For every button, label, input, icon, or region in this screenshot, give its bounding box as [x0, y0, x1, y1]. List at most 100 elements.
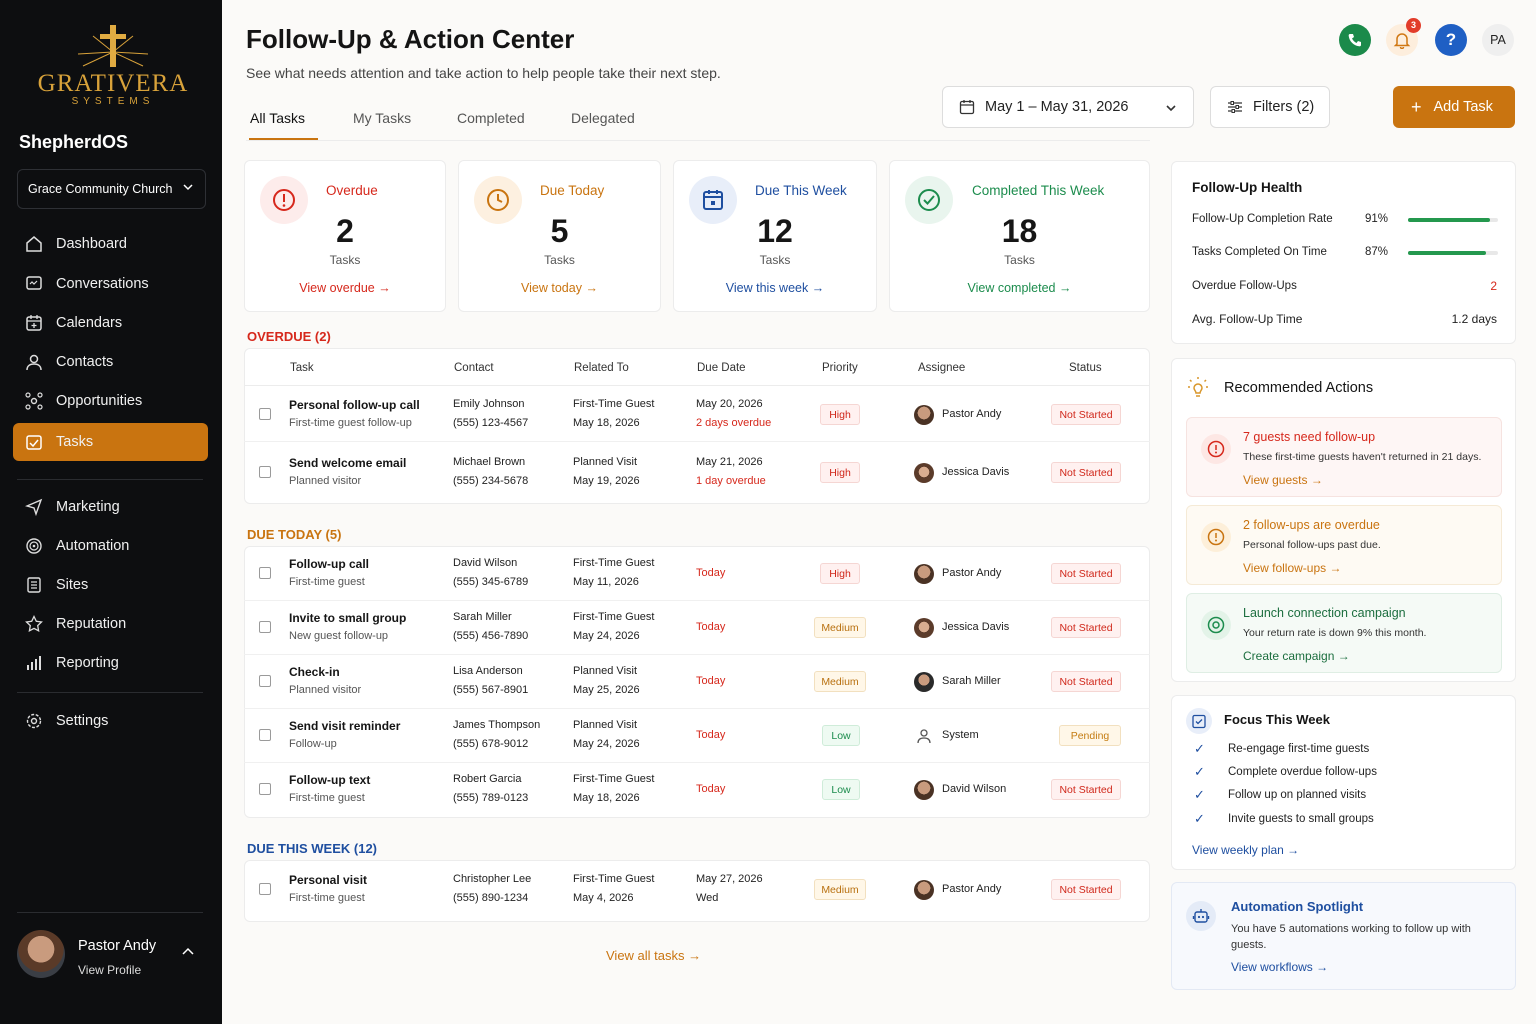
filters-button[interactable]: Filters (2) — [1210, 86, 1330, 128]
table-row[interactable]: Personal visit First-time guest Christop… — [244, 863, 1150, 917]
table-row[interactable]: Follow-up call First-time guest David Wi… — [244, 547, 1150, 601]
column-header-assignee[interactable]: Assignee — [918, 362, 966, 374]
column-header-priority[interactable]: Priority — [822, 362, 858, 374]
contact-name[interactable]: Michael Brown — [453, 456, 526, 468]
status-badge[interactable]: Not Started — [1051, 462, 1121, 483]
nav-contacts[interactable]: Contacts — [13, 343, 208, 381]
logo[interactable]: GRATIVERA SYSTEMS — [28, 22, 198, 112]
cross-logo-icon — [77, 25, 149, 67]
date-range-picker[interactable]: May 1 – May 31, 2026 — [942, 86, 1194, 128]
church-selector[interactable]: Grace Community Church — [17, 169, 206, 209]
view-today-link[interactable]: View today → — [459, 281, 660, 295]
view-completed-link[interactable]: View completed → — [890, 281, 1149, 295]
nav-marketing[interactable]: Marketing — [13, 488, 208, 526]
table-row[interactable]: Invite to small group New guest follow-u… — [244, 601, 1150, 655]
contact-name[interactable]: Christopher Lee — [453, 873, 532, 885]
status-badge[interactable]: Not Started — [1051, 617, 1121, 638]
view-guests-link[interactable]: View guests → — [1243, 473, 1323, 487]
nav-sites[interactable]: Sites — [13, 566, 208, 604]
bar-chart-icon — [24, 653, 44, 673]
view-weekly-plan-link[interactable]: View weekly plan → — [1192, 843, 1299, 857]
automation-spotlight-card: Automation Spotlight You have 5 automati… — [1171, 882, 1516, 990]
view-profile-link[interactable]: View Profile — [78, 963, 142, 977]
contact-name[interactable]: Emily Johnson — [453, 398, 525, 410]
related-date: May 18, 2026 — [573, 417, 640, 429]
stat-card-overdue[interactable]: Overdue 2 Tasks View overdue → — [244, 160, 446, 312]
row-checkbox[interactable] — [259, 621, 271, 633]
nav-settings[interactable]: Settings — [13, 702, 208, 740]
recommendation-item[interactable]: 7 guests need follow-up These first-time… — [1186, 417, 1502, 497]
table-row[interactable]: Follow-up text First-time guest Robert G… — [244, 763, 1150, 817]
column-header-status[interactable]: Status — [1069, 362, 1102, 374]
view-overdue-link[interactable]: View overdue → — [245, 281, 445, 295]
stat-card-due-today[interactable]: Due Today 5 Tasks View today → — [458, 160, 661, 312]
status-badge[interactable]: Not Started — [1051, 563, 1121, 584]
view-follow-ups-link[interactable]: View follow-ups → — [1243, 561, 1342, 575]
section-label-due-today: DUE TODAY (5) — [247, 527, 342, 542]
nav-tasks[interactable]: Tasks — [13, 423, 208, 461]
status-badge[interactable]: Not Started — [1051, 404, 1121, 425]
view-this-week-link[interactable]: View this week → — [674, 281, 876, 295]
row-checkbox[interactable] — [259, 783, 271, 795]
column-header-related[interactable]: Related To — [574, 362, 629, 374]
stat-card-completed[interactable]: Completed This Week 18 Tasks View comple… — [889, 160, 1150, 312]
phone-icon[interactable] — [1339, 24, 1371, 56]
row-checkbox[interactable] — [259, 408, 271, 420]
column-header-due-date[interactable]: Due Date — [697, 362, 746, 374]
nav-conversations[interactable]: Conversations — [13, 265, 208, 303]
tab-my-tasks[interactable]: My Tasks — [353, 110, 412, 126]
task-subtitle: New guest follow-up — [289, 630, 389, 642]
row-checkbox[interactable] — [259, 883, 271, 895]
status-badge[interactable]: Not Started — [1051, 671, 1121, 692]
recommendation-item[interactable]: 2 follow-ups are overdue Personal follow… — [1186, 505, 1502, 585]
status-badge[interactable]: Not Started — [1051, 779, 1121, 800]
nav-dashboard[interactable]: Dashboard — [13, 225, 208, 263]
avatar — [914, 564, 934, 584]
column-header-task[interactable]: Task — [290, 362, 314, 374]
view-all-tasks-link[interactable]: View all tasks → — [606, 948, 701, 963]
tab-completed[interactable]: Completed — [457, 110, 525, 126]
status-badge[interactable]: Pending — [1059, 725, 1121, 746]
nav-calendars[interactable]: Calendars — [13, 304, 208, 342]
arrow-right-icon: → — [811, 281, 825, 295]
column-header-contact[interactable]: Contact — [454, 362, 494, 374]
contact-phone: (555) 567-8901 — [453, 684, 529, 696]
profile-card[interactable]: Pastor Andy View Profile — [17, 928, 207, 984]
table-row[interactable]: Check-in Planned visitor Lisa Anderson (… — [244, 655, 1150, 709]
related-to: Planned Visit — [573, 719, 638, 731]
row-checkbox[interactable] — [259, 675, 271, 687]
recommendation-item[interactable]: Launch connection campaign Your return r… — [1186, 593, 1502, 673]
row-checkbox[interactable] — [259, 567, 271, 579]
related-date: May 4, 2026 — [573, 892, 634, 904]
contact-name[interactable]: James Thompson — [453, 719, 541, 731]
contact-name[interactable]: David Wilson — [453, 557, 518, 569]
nav-reputation[interactable]: Reputation — [13, 605, 208, 643]
create-campaign-link[interactable]: Create campaign → — [1243, 649, 1350, 663]
contact-name[interactable]: Robert Garcia — [453, 773, 522, 785]
row-checkbox[interactable] — [259, 729, 271, 741]
table-row[interactable]: Personal follow-up call First-time guest… — [244, 388, 1150, 442]
help-icon[interactable]: ? — [1435, 24, 1467, 56]
card-title: Focus This Week — [1224, 712, 1330, 727]
view-workflows-link[interactable]: View workflows → — [1231, 960, 1328, 974]
nav-reporting[interactable]: Reporting — [13, 644, 208, 682]
contact-name[interactable]: Sarah Miller — [453, 611, 512, 623]
tab-all-tasks[interactable]: All Tasks — [250, 110, 305, 126]
related-to: Planned Visit — [573, 665, 638, 677]
table-row[interactable]: Send visit reminder Follow-up James Thom… — [244, 709, 1150, 763]
date-range-label: May 1 – May 31, 2026 — [985, 99, 1129, 115]
nav-automation[interactable]: Automation — [13, 527, 208, 565]
chevron-up-icon[interactable] — [182, 946, 194, 961]
add-task-button[interactable]: + Add Task — [1393, 86, 1515, 128]
table-row[interactable]: Send welcome email Planned visitor Micha… — [244, 446, 1150, 500]
user-avatar[interactable]: PA — [1482, 24, 1514, 56]
stat-unit: Tasks — [544, 253, 575, 267]
tab-delegated[interactable]: Delegated — [571, 110, 635, 126]
status-badge[interactable]: Not Started — [1051, 879, 1121, 900]
row-checkbox[interactable] — [259, 466, 271, 478]
stat-card-due-this-week[interactable]: Due This Week 12 Tasks View this week → — [673, 160, 877, 312]
due-date: Today — [696, 567, 726, 579]
contact-name[interactable]: Lisa Anderson — [453, 665, 523, 677]
nav-opportunities[interactable]: Opportunities — [13, 382, 208, 420]
avatar — [914, 880, 934, 900]
